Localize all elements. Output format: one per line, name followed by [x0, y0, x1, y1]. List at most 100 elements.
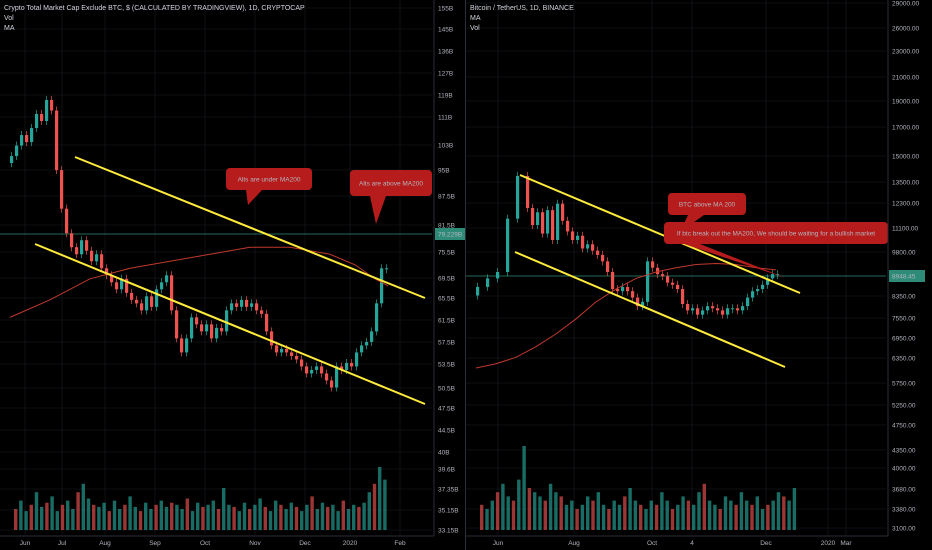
- volume-bar: [263, 506, 267, 530]
- candle: [716, 308, 720, 311]
- volume-bar: [346, 509, 351, 530]
- x-tick-label: 2020: [343, 540, 358, 547]
- y-tick-label: 3680.00: [892, 487, 916, 494]
- y-tick-label: 47.5B: [438, 406, 455, 413]
- callout-box: [668, 193, 746, 215]
- volume-bar: [543, 500, 547, 530]
- y-tick-label: 4350.00: [892, 448, 916, 455]
- x-tick-label: Sep: [149, 540, 161, 547]
- y-tick-label: 8350.00: [892, 294, 916, 301]
- candle: [105, 268, 109, 276]
- candle: [210, 324, 214, 339]
- right-indicator-ma[interactable]: MA: [470, 15, 481, 22]
- volume-bar: [97, 506, 101, 530]
- current-price-badge: 79.229B: [435, 228, 466, 240]
- left-indicator-ma[interactable]: MA: [4, 25, 15, 32]
- candle: [496, 272, 500, 279]
- y-tick-label: 12300.00: [892, 201, 919, 208]
- panel-divider[interactable]: [465, 0, 466, 550]
- candle: [305, 366, 309, 374]
- volume-bar: [596, 492, 600, 530]
- volume-bar: [559, 496, 563, 530]
- volume-bar: [305, 504, 309, 530]
- volume-bar: [522, 446, 526, 530]
- candle: [686, 304, 690, 311]
- volume-bar: [760, 509, 765, 530]
- candle: [45, 100, 49, 122]
- candle: [370, 331, 374, 342]
- volume-bar: [718, 509, 722, 530]
- candle: [15, 145, 19, 157]
- candle: [375, 303, 379, 332]
- left-indicator-vol[interactable]: Vol: [4, 15, 14, 22]
- volume-bar: [670, 509, 675, 530]
- y-tick-label: 21000.00: [892, 75, 919, 82]
- callout-box: [350, 170, 432, 196]
- x-tick-label: Jul: [58, 540, 67, 547]
- volume-bar: [378, 467, 382, 530]
- callout-pointer: [684, 244, 786, 278]
- right-chart-canvas[interactable]: BTC above MA 200 If btc break out the MA2…: [466, 0, 932, 550]
- volume-bar: [170, 502, 174, 530]
- volume-bar: [734, 504, 738, 530]
- candle: [250, 303, 254, 307]
- candle: [556, 203, 560, 240]
- y-tick-label: 7550.00: [892, 316, 916, 323]
- candle: [536, 212, 540, 226]
- volume-bar: [570, 500, 574, 530]
- candle: [601, 254, 605, 262]
- volume-bar: [617, 504, 622, 530]
- candle: [576, 235, 580, 240]
- volume-bar: [237, 511, 241, 530]
- y-tick-label: 39.6B: [438, 467, 455, 474]
- x-tick-label: Dec: [760, 540, 772, 547]
- volume-bar: [771, 500, 775, 530]
- volume-bar: [310, 496, 314, 530]
- volume-bar: [511, 500, 516, 530]
- candle: [526, 176, 530, 208]
- candles: [10, 96, 389, 392]
- y-tick-label: 103B: [438, 143, 453, 150]
- candle: [245, 299, 249, 307]
- candle: [741, 306, 745, 311]
- candle: [150, 296, 154, 307]
- left-chart-panel[interactable]: Alts are under MA200 Alts are above MA200…: [0, 0, 466, 550]
- volume-bar: [681, 496, 685, 530]
- candle: [255, 303, 259, 311]
- channel-trendline: [519, 174, 801, 294]
- y-tick-label: 57.5B: [438, 340, 455, 347]
- callout-text: BTC above MA 200: [679, 202, 736, 209]
- volume-bar: [676, 504, 680, 530]
- x-tick-label: Jun: [20, 540, 31, 547]
- candle: [160, 282, 164, 290]
- volume-bar: [554, 492, 558, 530]
- left-chart-canvas[interactable]: Alts are under MA200 Alts are above MA200…: [0, 0, 466, 550]
- volume-bar: [776, 492, 781, 530]
- y-tick-label: 155B: [438, 6, 453, 13]
- candle: [385, 268, 389, 270]
- right-chart-panel[interactable]: BTC above MA 200 If btc break out the MA2…: [466, 0, 932, 550]
- volume-bar: [29, 504, 33, 530]
- volume-bar: [274, 500, 278, 530]
- volume-bar: [216, 509, 221, 530]
- volume-bar: [81, 483, 85, 530]
- volume-bar: [315, 509, 319, 530]
- right-indicator-vol[interactable]: Vol: [470, 25, 480, 32]
- candle: [751, 291, 755, 298]
- volume-bar: [538, 496, 542, 530]
- candle: [771, 274, 775, 279]
- candle: [325, 373, 329, 381]
- y-tick-label: 11100.00: [892, 226, 919, 233]
- volume-bar: [92, 504, 96, 530]
- y-tick-label: 95B: [438, 168, 450, 175]
- candle: [200, 324, 204, 332]
- volume-bar: [253, 504, 257, 530]
- candle: [20, 135, 24, 146]
- volume-bar: [792, 488, 797, 530]
- candle: [70, 233, 74, 248]
- candle: [285, 348, 289, 353]
- candle: [10, 156, 14, 164]
- volume-bar: [128, 496, 132, 530]
- volume-bar: [495, 492, 500, 530]
- candle: [661, 274, 665, 277]
